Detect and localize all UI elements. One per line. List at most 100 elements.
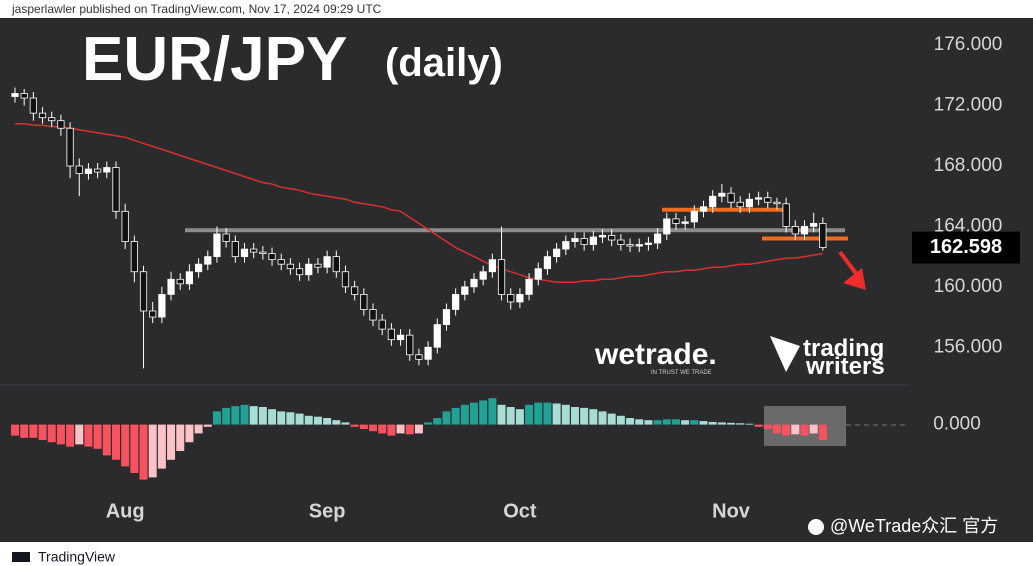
- candle-body: [589, 236, 597, 245]
- candle-body: [406, 334, 414, 356]
- hist-bar: [332, 420, 341, 425]
- candle-body: [773, 201, 781, 205]
- candle-body: [167, 278, 175, 295]
- watermark-trading: trading: [803, 335, 884, 362]
- candle-body: [525, 278, 533, 295]
- hist-bar: [736, 423, 745, 425]
- candle-body: [360, 293, 368, 310]
- chart-title: EUR/JPY: [82, 25, 347, 94]
- candle-body: [800, 226, 809, 235]
- candle-body: [635, 244, 643, 247]
- social-handle: @WeTrade众汇 官方: [830, 516, 998, 536]
- hist-bar: [570, 407, 579, 425]
- candle-body: [699, 206, 708, 212]
- hist-bar: [194, 424, 203, 434]
- hist-bar: [313, 416, 322, 425]
- candle-body: [29, 97, 37, 114]
- hist-bar: [167, 424, 176, 460]
- hist-bar: [818, 424, 827, 440]
- candle-body: [286, 263, 295, 270]
- candle-body: [727, 192, 735, 203]
- hist-bar: [240, 404, 249, 425]
- candle-body: [369, 309, 377, 321]
- hist-bar: [47, 424, 56, 443]
- hist-bar: [75, 424, 84, 445]
- candle-body: [84, 168, 93, 174]
- candle-body: [222, 233, 230, 242]
- candle-body: [103, 167, 111, 173]
- candle-body: [709, 195, 717, 208]
- hist-bar: [148, 424, 157, 478]
- hist-bar: [277, 411, 286, 425]
- candle-body: [295, 268, 304, 276]
- candle-body: [608, 235, 616, 241]
- candle-body: [690, 210, 698, 223]
- hist-bar: [552, 403, 561, 425]
- candle-body: [204, 256, 212, 265]
- hist-bar: [29, 424, 38, 438]
- candle-body: [112, 167, 120, 212]
- hist-bar: [699, 421, 708, 425]
- hist-bar: [607, 413, 616, 425]
- candle-body: [11, 93, 19, 97]
- candle-body: [314, 263, 322, 268]
- x-tick-label: Sep: [309, 500, 346, 522]
- candle-body: [139, 271, 148, 312]
- candle-body: [461, 286, 469, 295]
- candle-body: [442, 309, 451, 325]
- watermark-wetrade: wetrade.: [594, 338, 717, 371]
- hist-bar: [414, 424, 423, 434]
- hist-bar: [286, 412, 295, 425]
- candle-body: [158, 293, 166, 318]
- candle-body: [782, 203, 790, 227]
- candle-body: [598, 235, 607, 238]
- hist-bar: [506, 407, 515, 425]
- hist-bar: [727, 422, 736, 425]
- candle-body: [580, 238, 588, 245]
- candle-body: [497, 259, 506, 295]
- hist-bar: [66, 424, 75, 447]
- candle-body: [194, 263, 203, 273]
- hist-bar: [121, 424, 130, 467]
- hist-tick-label: 0.000: [933, 414, 981, 435]
- hist-bar: [212, 411, 221, 425]
- hist-bar: [662, 419, 671, 425]
- chart-subtitle: (daily): [385, 41, 503, 85]
- candle-body: [176, 278, 184, 285]
- tv-logo: [12, 552, 30, 562]
- hist-bar: [11, 424, 19, 436]
- candle-body: [351, 286, 359, 295]
- candle-body: [452, 293, 460, 310]
- hist-bar: [763, 424, 772, 429]
- candle-body: [764, 197, 772, 203]
- candle-body: [305, 263, 313, 276]
- hist-bar: [515, 409, 524, 425]
- hist-bar: [598, 411, 607, 425]
- y-tick-label: 168.000: [934, 155, 1003, 176]
- hist-bar: [809, 424, 818, 434]
- hist-bar: [222, 407, 231, 425]
- candle-body: [332, 256, 340, 273]
- candle-body: [48, 117, 56, 122]
- candle-body: [736, 201, 744, 208]
- hist-bar: [488, 398, 497, 425]
- y-tick-label: 156.000: [934, 336, 1003, 357]
- candle-body: [663, 218, 671, 235]
- last-price-label: 162.598: [930, 236, 1002, 258]
- x-tick-label: Oct: [503, 500, 537, 522]
- candle-body: [507, 293, 515, 303]
- hist-bar: [745, 423, 754, 425]
- candle-body: [231, 241, 239, 258]
- candle-body: [562, 241, 570, 250]
- hist-bar: [56, 424, 65, 445]
- hist-bar: [111, 424, 120, 460]
- candle-body: [617, 239, 625, 245]
- candle-body: [130, 241, 138, 273]
- hist-bar: [295, 413, 304, 425]
- candle-body: [718, 192, 726, 197]
- candle-body: [754, 197, 763, 200]
- facebook-icon: [808, 519, 824, 535]
- hist-bar: [350, 424, 359, 427]
- candle-body: [516, 293, 524, 303]
